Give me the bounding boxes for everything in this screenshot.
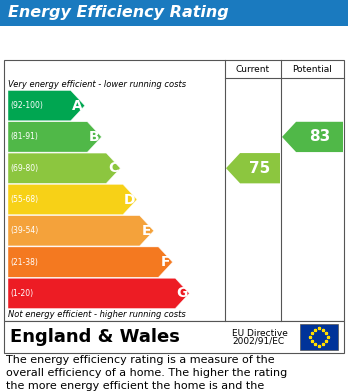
Text: D: D xyxy=(124,192,136,206)
Polygon shape xyxy=(8,90,85,121)
Text: F: F xyxy=(161,255,170,269)
Polygon shape xyxy=(282,122,343,152)
Text: Current: Current xyxy=(236,65,270,74)
Bar xyxy=(0,0,348,26)
Text: Energy Efficiency Rating: Energy Efficiency Rating xyxy=(8,5,229,20)
Text: (92-100): (92-100) xyxy=(10,101,43,110)
Text: (21-38): (21-38) xyxy=(10,258,38,267)
Text: B: B xyxy=(89,130,100,144)
Text: 75: 75 xyxy=(250,161,271,176)
Polygon shape xyxy=(8,278,189,308)
Text: (1-20): (1-20) xyxy=(10,289,33,298)
Text: (55-68): (55-68) xyxy=(10,195,38,204)
Polygon shape xyxy=(226,153,280,183)
Bar xyxy=(4,60,344,321)
Text: E: E xyxy=(142,224,151,238)
Text: 83: 83 xyxy=(309,129,330,144)
Text: C: C xyxy=(108,161,118,175)
Text: A: A xyxy=(72,99,83,113)
Text: (39-54): (39-54) xyxy=(10,226,38,235)
Bar xyxy=(4,321,344,353)
Text: Very energy efficient - lower running costs: Very energy efficient - lower running co… xyxy=(8,80,186,89)
Text: The energy efficiency rating is a measure of the
overall efficiency of a home. T: The energy efficiency rating is a measur… xyxy=(6,355,287,391)
Text: Not energy efficient - higher running costs: Not energy efficient - higher running co… xyxy=(8,310,186,319)
Text: (69-80): (69-80) xyxy=(10,164,38,173)
Text: EU Directive: EU Directive xyxy=(232,328,288,337)
Polygon shape xyxy=(8,122,102,152)
Polygon shape xyxy=(8,185,137,215)
Text: (81-91): (81-91) xyxy=(10,133,38,142)
Text: G: G xyxy=(176,286,188,300)
Text: England & Wales: England & Wales xyxy=(10,328,180,346)
Polygon shape xyxy=(8,216,154,246)
Polygon shape xyxy=(8,247,173,277)
Text: Potential: Potential xyxy=(293,65,332,74)
Polygon shape xyxy=(8,153,120,183)
Bar xyxy=(300,324,338,350)
Text: 2002/91/EC: 2002/91/EC xyxy=(232,337,284,346)
